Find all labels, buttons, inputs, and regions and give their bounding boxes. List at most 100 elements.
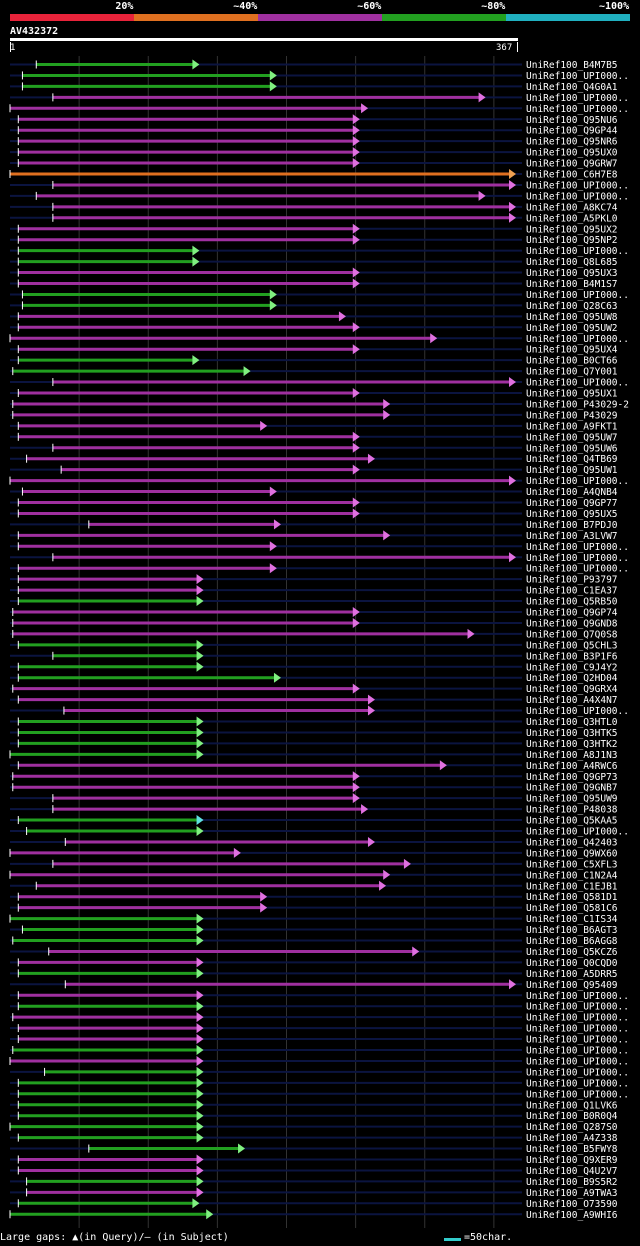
- hit-name[interactable]: UniRef100_Q0CQD0: [526, 958, 618, 969]
- hit-name[interactable]: UniRef100_UPI000..: [526, 991, 629, 1002]
- hit-name[interactable]: UniRef100_UPI000..: [526, 1078, 629, 1089]
- hit-name[interactable]: UniRef100_B6AGT3: [526, 925, 618, 936]
- hit-name[interactable]: UniRef100_P43029-2: [526, 399, 629, 410]
- hit-name[interactable]: UniRef100_A8KC74: [526, 202, 618, 213]
- hit-name[interactable]: UniRef100_UPI000..: [526, 290, 629, 301]
- hit-name[interactable]: UniRef100_Q9GP74: [526, 608, 618, 619]
- hit-name[interactable]: UniRef100_UPI000..: [526, 378, 629, 389]
- hit-name[interactable]: UniRef100_A4RWC6: [526, 761, 618, 772]
- hit-name[interactable]: UniRef100_Q42403: [526, 837, 618, 848]
- hit-name[interactable]: UniRef100_Q95NU6: [526, 115, 618, 126]
- hit-name[interactable]: UniRef100_B4M7B5: [526, 60, 618, 71]
- hit-name[interactable]: UniRef100_UPI000..: [526, 191, 629, 202]
- hit-name[interactable]: UniRef100_Q1LVK6: [526, 1100, 618, 1111]
- hit-name[interactable]: UniRef100_B4M1S7: [526, 279, 618, 290]
- hit-name[interactable]: UniRef100_A5PKL0: [526, 213, 618, 224]
- hit-name[interactable]: UniRef100_C1IS34: [526, 914, 618, 925]
- hit-name[interactable]: UniRef100_Q4G0A1: [526, 82, 618, 93]
- hit-name[interactable]: UniRef100_P48038: [526, 805, 618, 816]
- hit-name[interactable]: UniRef100_O73590: [526, 1199, 618, 1210]
- hit-name[interactable]: UniRef100_B7PDJ0: [526, 520, 618, 531]
- hit-name[interactable]: UniRef100_A4X4N7: [526, 695, 618, 706]
- hit-name[interactable]: UniRef100_Q5RB50: [526, 597, 618, 608]
- hit-name[interactable]: UniRef100_Q9GRW7: [526, 159, 618, 170]
- hit-name[interactable]: UniRef100_Q9GP73: [526, 772, 618, 783]
- hit-name[interactable]: UniRef100_A5DRR5: [526, 969, 618, 980]
- hit-name[interactable]: UniRef100_P93797: [526, 575, 618, 586]
- hit-name[interactable]: UniRef100_Q9WX60: [526, 848, 618, 859]
- hit-name[interactable]: UniRef100_Q581C6: [526, 903, 618, 914]
- hit-name[interactable]: UniRef100_UPI000..: [526, 1002, 629, 1013]
- hit-name[interactable]: UniRef100_Q95UW1: [526, 465, 618, 476]
- hit-name[interactable]: UniRef100_A8J1N3: [526, 750, 618, 761]
- hit-name[interactable]: UniRef100_UPI000..: [526, 1035, 629, 1046]
- hit-name[interactable]: UniRef100_Q95UW7: [526, 432, 618, 443]
- hit-name[interactable]: UniRef100_Q3HTL0: [526, 717, 618, 728]
- hit-name[interactable]: UniRef100_C1EA37: [526, 586, 618, 597]
- hit-name[interactable]: UniRef100_B5FWY8: [526, 1144, 618, 1155]
- hit-name[interactable]: UniRef100_UPI000..: [526, 1013, 629, 1024]
- hit-name[interactable]: UniRef100_UPI000..: [526, 1089, 629, 1100]
- hit-name[interactable]: UniRef100_B3P1F6: [526, 651, 618, 662]
- hit-name[interactable]: UniRef100_Q95UX5: [526, 509, 618, 520]
- hit-name[interactable]: UniRef100_Q95UX4: [526, 345, 618, 356]
- hit-name[interactable]: UniRef100_Q9XER9: [526, 1155, 618, 1166]
- hit-name[interactable]: UniRef100_Q95UW6: [526, 443, 618, 454]
- hit-name[interactable]: UniRef100_Q5KAA5: [526, 816, 618, 827]
- hit-name[interactable]: UniRef100_Q95UW8: [526, 312, 618, 323]
- hit-name[interactable]: UniRef100_UPI000..: [526, 1046, 629, 1057]
- hit-name[interactable]: UniRef100_Q9GP77: [526, 498, 618, 509]
- hit-name[interactable]: UniRef100_A9FKT1: [526, 421, 618, 432]
- hit-name[interactable]: UniRef100_Q95UX1: [526, 389, 618, 400]
- hit-name[interactable]: UniRef100_Q95UW9: [526, 794, 618, 805]
- hit-name[interactable]: UniRef100_UPI000..: [526, 542, 629, 553]
- hit-name[interactable]: UniRef100_B9S5R2: [526, 1177, 618, 1188]
- hit-name[interactable]: UniRef100_UPI000..: [526, 1056, 629, 1067]
- hit-name[interactable]: UniRef100_Q95UX2: [526, 224, 618, 235]
- hit-name[interactable]: UniRef100_Q8L685: [526, 257, 618, 268]
- hit-name[interactable]: UniRef100_P43029: [526, 410, 618, 421]
- hit-name[interactable]: UniRef100_UPI000..: [526, 476, 629, 487]
- hit-name[interactable]: UniRef100_Q3HTK5: [526, 728, 618, 739]
- hit-name[interactable]: UniRef100_B6AGG8: [526, 936, 618, 947]
- hit-name[interactable]: UniRef100_Q581D1: [526, 892, 618, 903]
- hit-name[interactable]: UniRef100_Q95UW2: [526, 323, 618, 334]
- hit-name[interactable]: UniRef100_Q95NP2: [526, 235, 618, 246]
- hit-name[interactable]: UniRef100_Q4TB69: [526, 454, 618, 465]
- hit-name[interactable]: UniRef100_Q95NR6: [526, 137, 618, 148]
- hit-name[interactable]: UniRef100_A9TWA3: [526, 1188, 618, 1199]
- hit-name[interactable]: UniRef100_UPI000..: [526, 564, 629, 575]
- hit-name[interactable]: UniRef100_Q7Q0S8: [526, 629, 618, 640]
- hit-name[interactable]: UniRef100_UPI000..: [526, 706, 629, 717]
- hit-name[interactable]: UniRef100_Q287S0: [526, 1122, 618, 1133]
- hit-name[interactable]: UniRef100_UPI000..: [526, 827, 629, 838]
- hit-name[interactable]: UniRef100_Q95UX0: [526, 148, 618, 159]
- hit-name[interactable]: UniRef100_UPI000..: [526, 334, 629, 345]
- hit-name[interactable]: UniRef100_Q95409: [526, 980, 618, 991]
- hit-name[interactable]: UniRef100_UPI000..: [526, 1024, 629, 1035]
- hit-name[interactable]: UniRef100_UPI000..: [526, 1067, 629, 1078]
- hit-name[interactable]: UniRef100_Q2HD04: [526, 673, 618, 684]
- hit-name[interactable]: UniRef100_A4QNB4: [526, 487, 618, 498]
- hit-name[interactable]: UniRef100_Q3HTK2: [526, 739, 618, 750]
- hit-name[interactable]: UniRef100_Q5CHL3: [526, 640, 618, 651]
- hit-name[interactable]: UniRef100_B0R0Q4: [526, 1111, 618, 1122]
- hit-name[interactable]: UniRef100_Q9GRX4: [526, 684, 618, 695]
- hit-name[interactable]: UniRef100_C1EJB1: [526, 881, 618, 892]
- hit-name[interactable]: UniRef100_Q9GND8: [526, 618, 618, 629]
- hit-name[interactable]: UniRef100_Q28C63: [526, 301, 618, 312]
- hit-name[interactable]: UniRef100_Q95UX3: [526, 268, 618, 279]
- hit-name[interactable]: UniRef100_Q9GP44: [526, 126, 618, 137]
- hit-name[interactable]: UniRef100_UPI000..: [526, 180, 629, 191]
- hit-name[interactable]: UniRef100_UPI000..: [526, 246, 629, 257]
- hit-name[interactable]: UniRef100_UPI000..: [526, 553, 629, 564]
- hit-name[interactable]: UniRef100_B0CT66: [526, 356, 618, 367]
- hit-name[interactable]: UniRef100_UPI000..: [526, 71, 629, 82]
- hit-name[interactable]: UniRef100_Q4U2V7: [526, 1166, 618, 1177]
- hit-name[interactable]: UniRef100_UPI000..: [526, 104, 629, 115]
- hit-name[interactable]: UniRef100_A4Z338: [526, 1133, 618, 1144]
- hit-name[interactable]: UniRef100_Q9GNB7: [526, 783, 618, 794]
- hit-name[interactable]: UniRef100_A3LVW7: [526, 531, 618, 542]
- hit-name[interactable]: UniRef100_UPI000..: [526, 93, 629, 104]
- hit-name[interactable]: UniRef100_C5XFL3: [526, 859, 618, 870]
